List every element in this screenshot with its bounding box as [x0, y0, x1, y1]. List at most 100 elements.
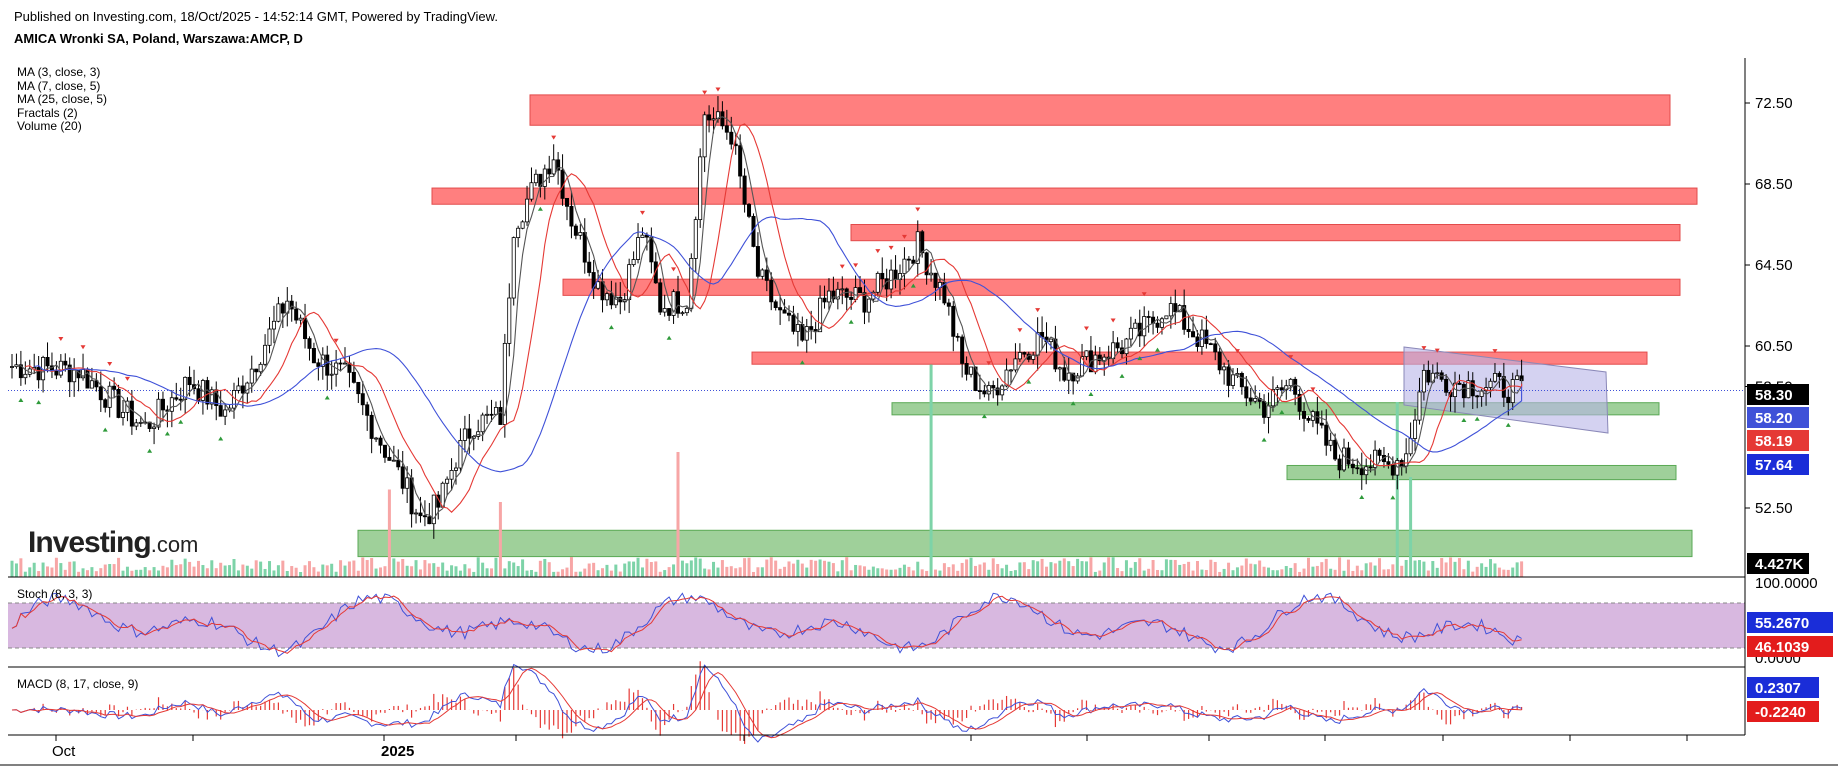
volume-bar — [183, 558, 187, 577]
volume-bar — [90, 567, 94, 577]
volume-bar — [121, 570, 125, 577]
volume-bar — [458, 570, 462, 577]
candle-body — [747, 203, 752, 217]
volume-bar — [1156, 569, 1160, 577]
volume-bar — [272, 570, 276, 577]
volume-bar — [1049, 562, 1053, 577]
candle-body — [906, 258, 911, 261]
candle-body — [1506, 396, 1511, 404]
volume-bar — [1151, 560, 1155, 577]
volume-bar — [778, 568, 782, 577]
indicator-ma25[interactable]: MA (25, close, 5) — [17, 92, 108, 106]
volume-bar — [756, 567, 760, 577]
volume-bar — [285, 570, 289, 577]
candle-body — [604, 293, 609, 301]
volume-bar — [809, 559, 813, 577]
volume-bar — [707, 569, 711, 577]
volume-bar — [845, 557, 849, 577]
volume-bar — [587, 563, 591, 577]
candle-body — [280, 303, 285, 314]
volume-bar — [1333, 569, 1337, 577]
volume-bar — [179, 564, 183, 577]
indicator-volume[interactable]: Volume (20) — [17, 119, 82, 133]
stoch-layer — [8, 592, 1745, 658]
candle-body — [1097, 354, 1102, 362]
candle-body — [636, 237, 641, 260]
volume-bar — [72, 561, 76, 577]
volume-bar — [1116, 568, 1120, 577]
volume-bar — [1013, 570, 1017, 577]
volume-bar — [254, 560, 258, 577]
volume-bar — [636, 557, 640, 577]
volume-bar — [938, 570, 942, 577]
fractal-up-marker — [1035, 308, 1041, 313]
macd-label: MACD (8, 17, close, 9) — [17, 677, 139, 691]
volume-bar — [103, 564, 107, 577]
candle-body — [1231, 374, 1236, 386]
volume-bar — [1271, 570, 1275, 577]
candle-body — [1390, 463, 1395, 476]
support-zone — [357, 529, 1693, 558]
candle-body — [1262, 401, 1267, 418]
candle-body — [600, 281, 605, 301]
volume-bar — [396, 561, 400, 577]
resistance-zone — [562, 278, 1681, 296]
volume-bar — [463, 564, 467, 577]
volume-bar — [729, 566, 733, 577]
candle-body — [418, 512, 423, 517]
volume-bar — [1133, 562, 1137, 577]
candle-body — [502, 342, 507, 425]
candle-body — [1248, 397, 1253, 402]
volume-bar — [241, 564, 245, 577]
candle-body — [613, 296, 618, 306]
indicator-fractals[interactable]: Fractals (2) — [17, 105, 78, 120]
ma-3-line — [16, 116, 1523, 520]
candle-body — [804, 326, 809, 341]
candle-body — [893, 269, 898, 280]
candle-body — [18, 364, 23, 379]
candle-body — [400, 466, 405, 489]
volume-bar — [63, 569, 67, 577]
volume-bar — [1267, 567, 1271, 577]
volume-bar — [982, 562, 986, 577]
candle-body — [1009, 369, 1014, 372]
volume-bar — [1502, 569, 1506, 577]
volume-bar — [387, 489, 391, 577]
volume-bar — [956, 570, 960, 577]
volume-bar — [374, 568, 378, 577]
volume-bar — [330, 563, 334, 577]
indicator-ma3[interactable]: MA (3, close, 3) — [17, 65, 101, 79]
volume-bar — [1111, 557, 1115, 577]
volume-bar — [947, 567, 951, 577]
candle-body — [565, 197, 570, 207]
volume-bar — [818, 559, 822, 577]
fractal-up-marker — [839, 264, 845, 269]
candle-body — [1186, 328, 1191, 333]
candle-body — [325, 354, 330, 376]
price-tag-bg — [1747, 553, 1809, 574]
candle-body — [205, 380, 210, 405]
volume-bar — [383, 566, 387, 577]
volume-bar — [1173, 559, 1177, 577]
volume-bar — [1031, 560, 1035, 577]
volume-bar — [996, 564, 1000, 577]
indicator-ma7[interactable]: MA (7, close, 5) — [17, 78, 101, 93]
volume-bar — [942, 563, 946, 577]
volume-bar — [1355, 565, 1359, 577]
volume-bar — [268, 561, 272, 577]
candle-body — [1319, 422, 1324, 426]
candle-body — [1146, 316, 1151, 318]
candle-body — [835, 288, 840, 300]
volume-bar — [1080, 561, 1084, 577]
volume-bar — [751, 571, 755, 577]
candle-body — [209, 389, 214, 405]
volume-bar — [1262, 566, 1266, 577]
fractal-up-marker — [888, 245, 894, 250]
candle-body — [1239, 373, 1244, 388]
volume-bar — [525, 570, 529, 577]
volume-bar — [454, 566, 458, 577]
volume-bar — [312, 567, 316, 577]
candle-body — [1000, 385, 1005, 396]
volume-bar — [205, 568, 209, 577]
